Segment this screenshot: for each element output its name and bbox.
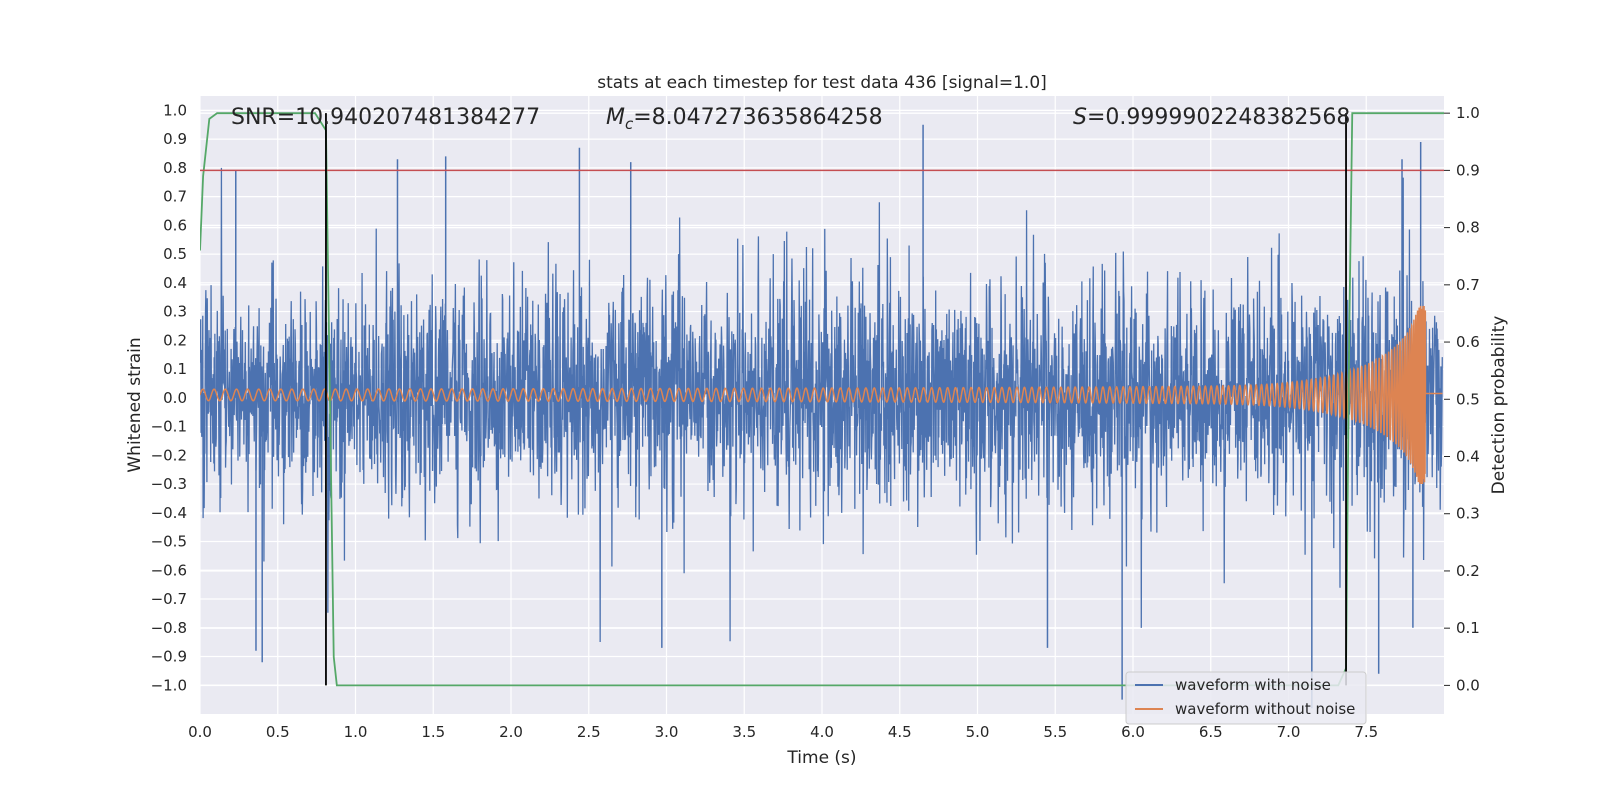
x-tick-label: 0.0: [188, 723, 212, 741]
y-left-tick-label: 0.0: [163, 389, 187, 407]
x-tick-label: 7.5: [1354, 723, 1378, 741]
x-tick-label: 3.0: [655, 723, 679, 741]
x-tick-label: 2.5: [577, 723, 601, 741]
overlays: [200, 113, 1444, 686]
y-right-tick-label: 0.9: [1456, 161, 1480, 179]
legend-label-waveform-without-noise: waveform without noise: [1175, 700, 1355, 718]
x-tick-label: 1.5: [421, 723, 445, 741]
y-left-tick-label: −0.1: [151, 418, 187, 436]
y-left-tick-label: 0.1: [163, 360, 187, 378]
line-detection-probability: [200, 112, 1444, 687]
y-right-tick-label: 0.4: [1456, 448, 1480, 466]
x-tick-label: 1.0: [344, 723, 368, 741]
y-left-tick-label: −0.7: [151, 590, 187, 608]
y-left-tick-label: −0.9: [151, 648, 187, 666]
x-tick-label: 4.0: [810, 723, 834, 741]
y-left-tick-label: 0.5: [163, 245, 187, 263]
y-left-tick-label: −0.3: [151, 475, 187, 493]
x-tick-label: 6.0: [1121, 723, 1145, 741]
y-right-tick-label: 0.8: [1456, 219, 1480, 237]
x-tick-label: 2.0: [499, 723, 523, 741]
annotation-chirp-mass: Mc=8.047273635864258: [606, 105, 883, 133]
x-tick-label: 6.5: [1199, 723, 1223, 741]
line-waveform-with-noise: [200, 167, 1443, 642]
y-right-axis-ticks: 0.0 0.1 0.2 0.3 0.4 0.5 0.6 0.7 0.8 0.9 1.0: [1444, 104, 1480, 694]
y-right-tick-label: 0.7: [1456, 276, 1480, 294]
line-waveform-without-noise: [200, 305, 1443, 485]
y-left-tick-label: −0.5: [151, 533, 187, 551]
y-right-tick-label: 0.6: [1456, 333, 1480, 351]
y-left-tick-label: 0.7: [163, 188, 187, 206]
x-tick-label: 7.0: [1277, 723, 1301, 741]
y-left-tick-label: 0.3: [163, 303, 187, 321]
y-left-tick-label: 0.4: [163, 274, 187, 292]
y-left-tick-label: −0.2: [151, 446, 187, 464]
y-left-tick-label: 0.8: [163, 159, 187, 177]
x-tick-label: 4.5: [888, 723, 912, 741]
y-right-axis-label: Detection probability: [1489, 316, 1509, 495]
y-left-tick-label: −1.0: [151, 676, 187, 694]
y-left-tick-label: 0.9: [163, 130, 187, 148]
y-right-tick-label: 1.0: [1456, 104, 1480, 122]
y-left-axis-ticks: −1.0 −0.9 −0.8 −0.7 −0.6 −0.5 −0.4 −0.3 −0.2 −0.1…: [151, 101, 187, 694]
x-tick-label: 5.0: [966, 723, 990, 741]
y-right-tick-label: 0.2: [1456, 562, 1480, 580]
y-left-tick-label: −0.4: [151, 504, 187, 522]
y-left-tick-label: 0.2: [163, 331, 187, 349]
y-right-tick-label: 0.0: [1456, 676, 1480, 694]
series-waveform-without-noise: [200, 305, 1443, 485]
annotation-detection-score: S=0.9999902248382568: [1073, 105, 1350, 130]
x-tick-label: 0.5: [266, 723, 290, 741]
y-left-tick-label: 1.0: [163, 101, 187, 119]
legend-box: [1125, 671, 1367, 725]
legend: waveform with noise waveform without noi…: [1125, 671, 1367, 725]
x-axis-label: Time (s): [786, 748, 856, 768]
chart-title: stats at each timestep for test data 436…: [597, 73, 1047, 93]
y-right-tick-label: 0.1: [1456, 619, 1480, 637]
y-left-tick-label: 0.6: [163, 216, 187, 234]
x-tick-label: 3.5: [732, 723, 756, 741]
y-right-tick-label: 0.5: [1456, 390, 1480, 408]
x-tick-label: 5.5: [1043, 723, 1067, 741]
y-left-tick-label: −0.6: [151, 561, 187, 579]
y-right-tick-label: 0.3: [1456, 505, 1480, 523]
x-axis-ticks: 0.0 0.5 1.0 1.5 2.0 2.5 3.0 3.5 4.0 4.5 5.0 5.5 6.0 6…: [188, 723, 1378, 741]
y-left-tick-label: −0.8: [151, 619, 187, 637]
legend-label-waveform-with-noise: waveform with noise: [1175, 676, 1331, 694]
y-left-axis-label: Whitened strain: [125, 337, 145, 472]
annotation-snr: SNR=10.940207481384277: [231, 105, 540, 130]
series-detection-probability: [200, 112, 1444, 687]
